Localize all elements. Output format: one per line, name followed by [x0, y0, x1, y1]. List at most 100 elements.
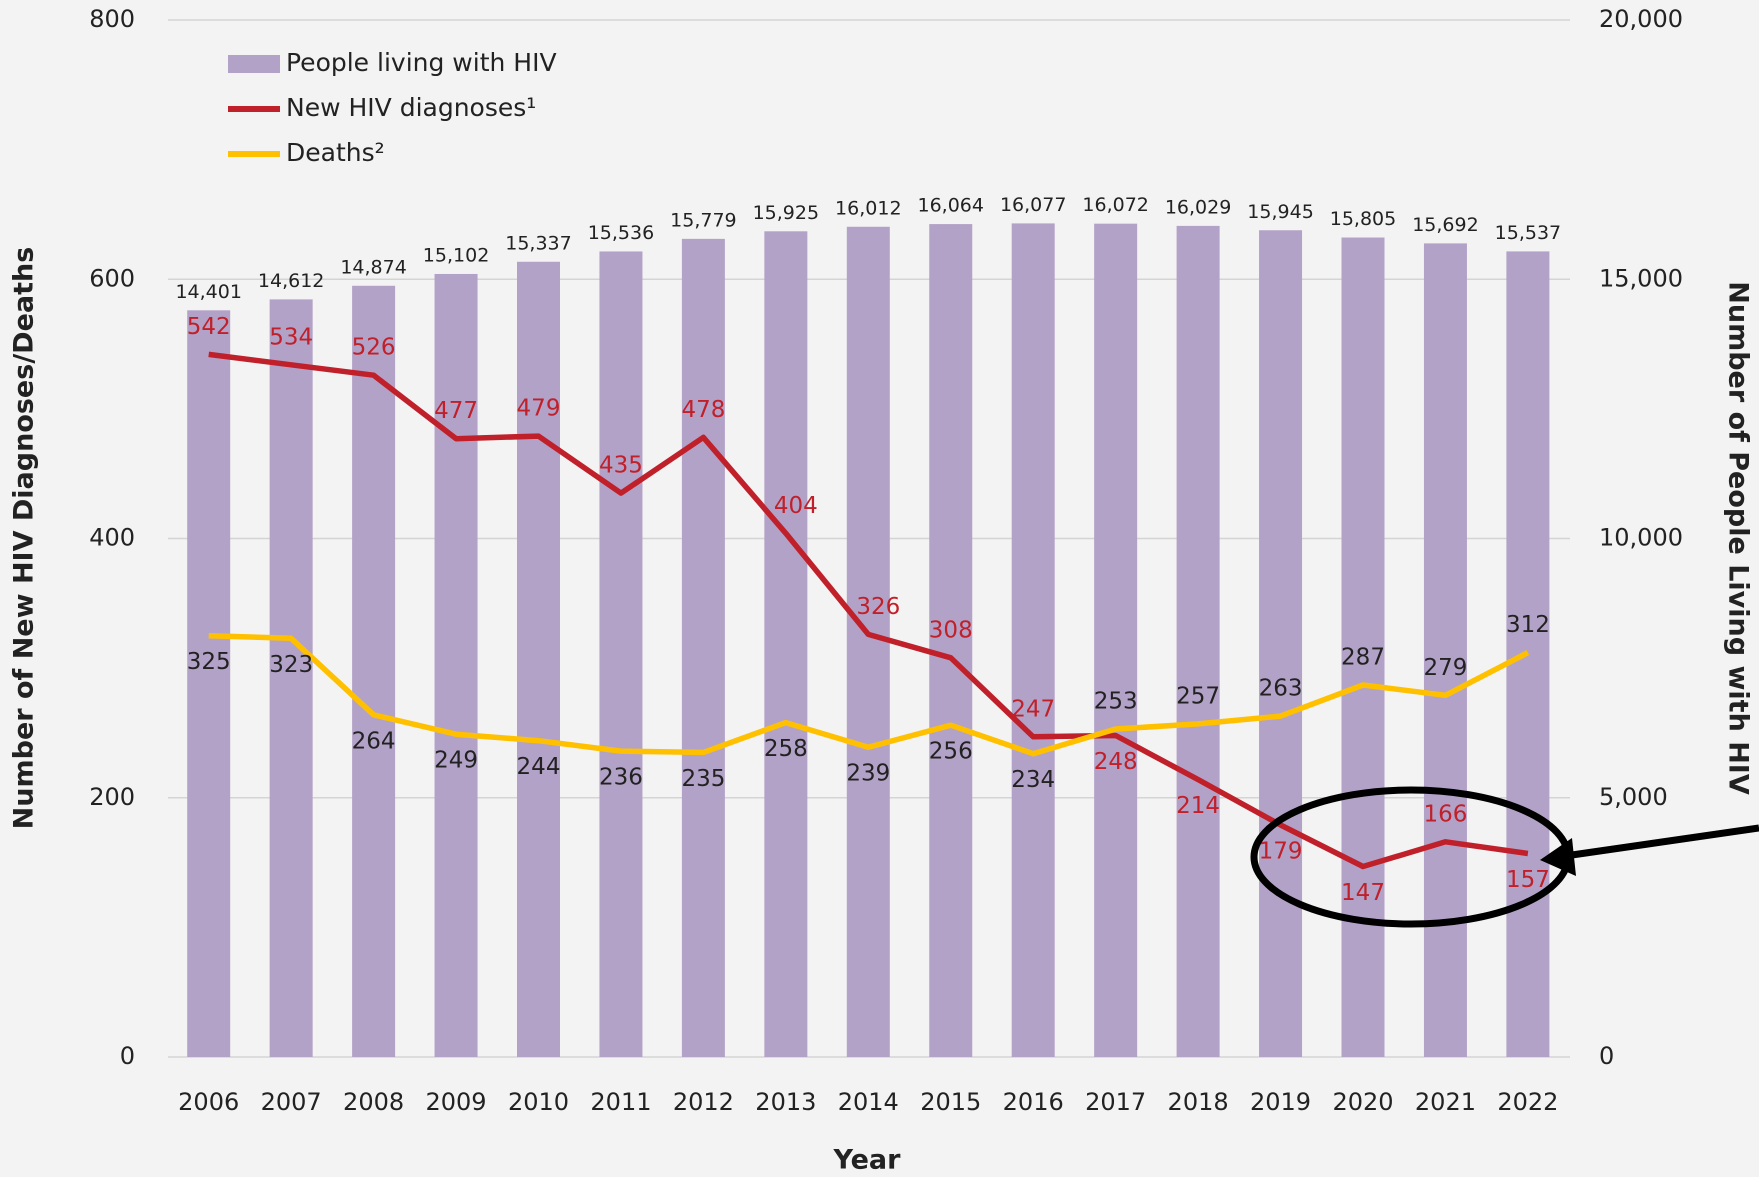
- y2-tick-label: 15,000: [1599, 264, 1683, 292]
- x-tick-label: 2022: [1497, 1088, 1558, 1116]
- x-tick-label: 2006: [178, 1088, 239, 1116]
- y-tick-label: 600: [89, 264, 135, 292]
- bar-value-label: 15,805: [1330, 208, 1396, 230]
- line-value-label: 526: [352, 335, 396, 361]
- line-value-label: 477: [434, 398, 478, 424]
- arrow-shaft: [1564, 824, 1759, 860]
- bars: [187, 223, 1550, 1058]
- line-value-label: 534: [269, 324, 313, 350]
- line-value-label: 308: [929, 617, 973, 643]
- x-tick-label: 2016: [1003, 1088, 1064, 1116]
- bar-value-label: 16,077: [1000, 194, 1066, 216]
- line-value-label: 249: [434, 748, 478, 774]
- x-tick-label: 2009: [426, 1088, 487, 1116]
- line-value-label: 244: [517, 754, 561, 780]
- y-tick-label: 800: [89, 5, 135, 33]
- x-tick-label: 2013: [755, 1088, 816, 1116]
- bar-value-label: 15,779: [670, 209, 736, 231]
- line-value-label: 239: [846, 761, 890, 787]
- line-value-label: 542: [187, 314, 231, 340]
- bar: [1259, 230, 1303, 1057]
- bar-value-label: 15,337: [505, 232, 571, 254]
- line-series: [208, 351, 1529, 870]
- bar: [1011, 223, 1055, 1058]
- line-value-label: 478: [681, 397, 725, 423]
- line-series: [208, 632, 1530, 757]
- bar: [1423, 243, 1467, 1057]
- legend-label: New HIV diagnoses¹: [286, 93, 536, 122]
- bar: [352, 285, 396, 1058]
- x-tick-label: 2010: [508, 1088, 569, 1116]
- bar-value-label: 16,072: [1082, 194, 1148, 216]
- y2-tick-label: 20,000: [1599, 5, 1683, 33]
- x-tick-label: 2017: [1085, 1088, 1146, 1116]
- x-tick-label: 2019: [1250, 1088, 1311, 1116]
- bar-value-label: 14,612: [258, 270, 324, 292]
- line-value-label: 326: [856, 594, 900, 620]
- line-value-label: 257: [1176, 683, 1220, 709]
- line-value-label: 235: [681, 766, 725, 792]
- line-value-label: 256: [929, 739, 973, 765]
- legend-swatch: [228, 55, 280, 73]
- bar: [187, 310, 231, 1058]
- bar-value-label: 14,401: [175, 281, 241, 303]
- line-value-label: 253: [1094, 689, 1138, 715]
- line-value-label: 179: [1259, 838, 1303, 864]
- bar-value-label: 16,064: [918, 195, 984, 217]
- x-axis-title: Year: [833, 1145, 902, 1176]
- line-value-label: 279: [1423, 655, 1467, 681]
- line-value-label: 166: [1423, 801, 1467, 827]
- line-value-label: 263: [1259, 676, 1303, 702]
- y2-tick-label: 5,000: [1599, 783, 1668, 811]
- line-value-label: 435: [599, 453, 643, 479]
- legend-label: People living with HIV: [286, 48, 557, 77]
- line-value-label: 479: [517, 396, 561, 422]
- bar: [269, 299, 313, 1057]
- y2-tick-label: 0: [1599, 1042, 1614, 1070]
- x-tick-label: 2007: [261, 1088, 322, 1116]
- line-value-label: 258: [764, 736, 808, 762]
- bar-value-label: 15,945: [1247, 201, 1313, 223]
- bar-value-label: 15,536: [588, 222, 654, 244]
- line-value-label: 147: [1341, 880, 1385, 906]
- bar-value-label: 14,874: [340, 256, 406, 278]
- x-tick-label: 2014: [838, 1088, 899, 1116]
- arrow-head: [1540, 838, 1576, 876]
- bar-value-label: 15,692: [1412, 214, 1478, 236]
- bar-value-label: 15,925: [753, 202, 819, 224]
- bar: [846, 226, 890, 1057]
- x-tick-label: 2021: [1415, 1088, 1476, 1116]
- line-value-label: 264: [352, 728, 396, 754]
- labels: 0 200 400 600 800 0 5,000 10,000 15,000 20,000 200…: [89, 5, 1683, 1116]
- line-value-label: 404: [774, 493, 818, 519]
- line-value-label: 248: [1094, 749, 1138, 775]
- y-axis-title: Number of New HIV Diagnoses/Deaths: [9, 247, 40, 830]
- line-value-label: 236: [599, 765, 643, 791]
- line-value-label: 214: [1176, 793, 1220, 819]
- x-tick-label: 2020: [1332, 1088, 1393, 1116]
- y-tick-label: 400: [89, 524, 135, 552]
- x-tick-label: 2018: [1168, 1088, 1229, 1116]
- x-tick-label: 2012: [673, 1088, 734, 1116]
- x-tick-label: 2015: [920, 1088, 981, 1116]
- y2-tick-label: 10,000: [1599, 524, 1683, 552]
- y-tick-label: 200: [89, 783, 135, 811]
- x-tick-label: 2011: [590, 1088, 651, 1116]
- bar-value-label: 16,029: [1165, 196, 1231, 218]
- line-value-label: 234: [1011, 767, 1055, 793]
- line-value-label: 157: [1506, 867, 1550, 893]
- bar: [1176, 225, 1220, 1057]
- y2-axis-title: Number of People Living with HIV: [1723, 281, 1754, 795]
- bar: [434, 273, 478, 1057]
- bar-value-label: 15,537: [1495, 222, 1561, 244]
- bar-value-label: 15,102: [423, 244, 489, 266]
- bar: [681, 238, 725, 1057]
- bar: [929, 224, 973, 1057]
- y-tick-label: 0: [120, 1042, 135, 1070]
- bar-value-label: 16,012: [835, 197, 901, 219]
- line-value-label: 312: [1506, 612, 1550, 638]
- legend-label: Deaths²: [286, 138, 385, 167]
- bar: [764, 231, 808, 1057]
